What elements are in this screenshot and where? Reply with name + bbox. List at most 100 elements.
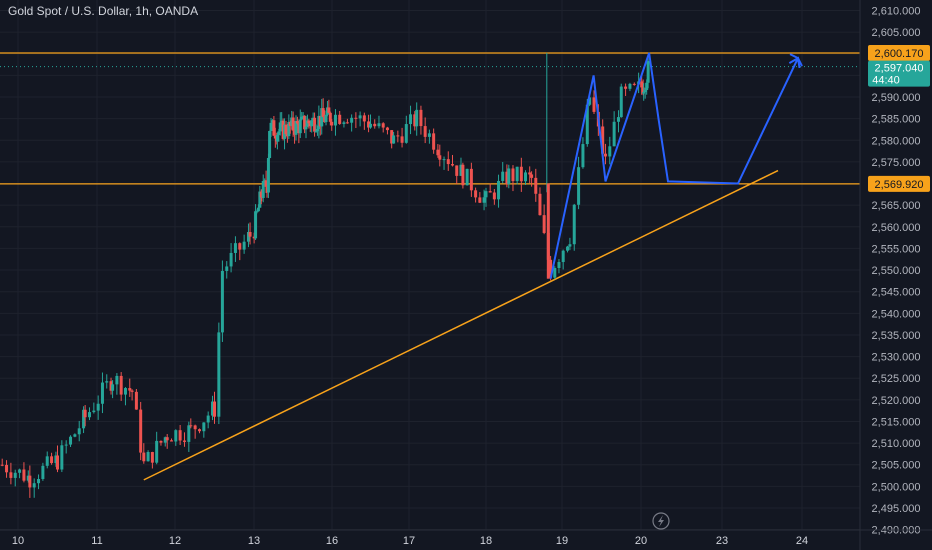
candle-body (105, 381, 109, 383)
candle-body (438, 155, 442, 160)
candle-body (269, 122, 273, 131)
candle-body (640, 81, 644, 88)
y-tick-label: 2,505.000 (872, 460, 921, 472)
candle-body (474, 190, 478, 198)
candle-body (229, 252, 233, 267)
flash-icon-bolt (658, 515, 664, 527)
candle-body (0, 464, 4, 466)
y-tick-label: 2,545.000 (872, 287, 921, 299)
candle-body (385, 127, 389, 131)
candle-body (287, 122, 291, 137)
x-tick-label: 20 (635, 535, 647, 547)
projection-path[interactable] (549, 52, 803, 279)
candle-body (488, 191, 492, 193)
candle-body (315, 128, 319, 132)
candle-body (612, 121, 616, 147)
candle-body (28, 475, 32, 488)
candle-body (123, 388, 127, 395)
candle-body (358, 115, 362, 119)
x-tick-label: 13 (248, 535, 260, 547)
candle-body (442, 159, 446, 161)
candle-body (645, 82, 649, 91)
candle-body (303, 115, 307, 130)
y-tick-label: 2,605.000 (872, 27, 921, 39)
x-tick-label: 24 (796, 535, 808, 547)
candle-body (32, 483, 36, 488)
flash-icon[interactable] (652, 512, 670, 530)
candle-body (119, 375, 123, 395)
candle-body (324, 114, 328, 123)
candle-body (82, 409, 86, 429)
candle-body (588, 97, 592, 105)
candle-body (446, 159, 450, 165)
projection-zigzag[interactable] (549, 52, 799, 279)
candle-body (419, 109, 423, 127)
candle-body (413, 114, 417, 127)
y-tick-label: 2,495.000 (872, 503, 921, 515)
candle-body (275, 134, 279, 142)
candle-body (159, 440, 163, 443)
projection-arrow-tip (789, 53, 803, 67)
y-tick-label: 2,515.000 (872, 416, 921, 428)
y-tick-label: 2,535.000 (872, 330, 921, 342)
candle-body (268, 130, 272, 159)
trendline[interactable] (143, 169, 779, 481)
candle-body (390, 130, 394, 144)
candle-body (404, 124, 408, 143)
candle-body (233, 243, 237, 253)
candle-body (273, 135, 277, 139)
candle-body (258, 191, 262, 208)
candle-body (530, 174, 534, 178)
candle-body (381, 123, 385, 128)
y-tick-label: 2,575.000 (872, 157, 921, 169)
candle-body (189, 425, 193, 427)
candle-body (505, 171, 509, 185)
candle-body (100, 382, 104, 404)
candle-body (642, 91, 646, 94)
candle-body (69, 436, 73, 445)
candle-body (501, 171, 505, 181)
candle-body (213, 401, 216, 417)
y-tick-label: 2,500.000 (872, 481, 921, 493)
candle-body (60, 445, 64, 470)
y-tick-label: 2,560.000 (872, 222, 921, 234)
y-tick-label: 2,525.000 (872, 373, 921, 385)
candle-body (259, 191, 263, 198)
y-tick-label: 2,565.000 (872, 200, 921, 212)
y-tick-label: 2,490.000 (872, 525, 921, 537)
level-price-badge (868, 45, 930, 62)
candle-body (482, 197, 486, 203)
ascending-trendline[interactable] (143, 169, 779, 481)
candle-body (461, 164, 465, 186)
candle-body (291, 117, 295, 131)
candle-body (608, 146, 612, 157)
candle-body (41, 465, 45, 479)
candle-body (111, 384, 115, 391)
y-tick-label: 2,520.000 (872, 395, 921, 407)
candle-body (272, 120, 276, 136)
candle-body (300, 116, 304, 120)
level-price-label: 2,569.920 (875, 179, 924, 191)
candle-body (572, 204, 576, 245)
candle-body (469, 168, 473, 191)
candle-body (328, 112, 332, 122)
horizontal-levels[interactable] (0, 52, 860, 185)
candle-body (197, 429, 201, 432)
candle-body (546, 183, 550, 279)
y-tick-label: 2,540.000 (872, 308, 921, 320)
candle-body (423, 126, 427, 137)
countdown-label: 44:40 (872, 75, 900, 87)
candle-body (139, 409, 143, 453)
candle-body (436, 149, 440, 156)
candle-body (264, 180, 268, 187)
candle-body (528, 172, 532, 175)
candle-body (415, 109, 419, 127)
candle-body (585, 104, 589, 145)
candle-body (354, 117, 358, 119)
candle-body (284, 124, 288, 134)
candle-body (628, 83, 632, 89)
candle-body (327, 107, 331, 113)
